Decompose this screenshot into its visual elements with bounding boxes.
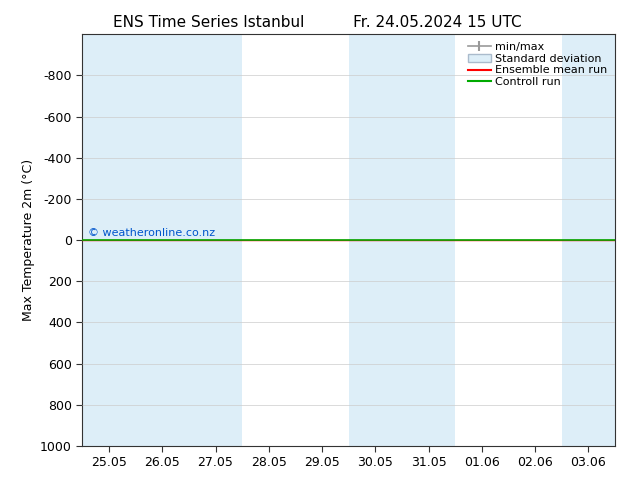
Bar [402, 34, 455, 446]
Bar [82, 34, 136, 446]
Legend: min/max, Standard deviation, Ensemble mean run, Controll run: min/max, Standard deviation, Ensemble me… [466, 40, 609, 89]
Bar [136, 34, 189, 446]
Y-axis label: Max Temperature 2m (°C): Max Temperature 2m (°C) [22, 159, 35, 321]
Bar [349, 34, 402, 446]
Text: ENS Time Series Istanbul          Fr. 24.05.2024 15 UTC: ENS Time Series Istanbul Fr. 24.05.2024 … [113, 15, 521, 30]
Bar [189, 34, 242, 446]
Bar [562, 34, 615, 446]
Text: © weatheronline.co.nz: © weatheronline.co.nz [87, 228, 215, 238]
